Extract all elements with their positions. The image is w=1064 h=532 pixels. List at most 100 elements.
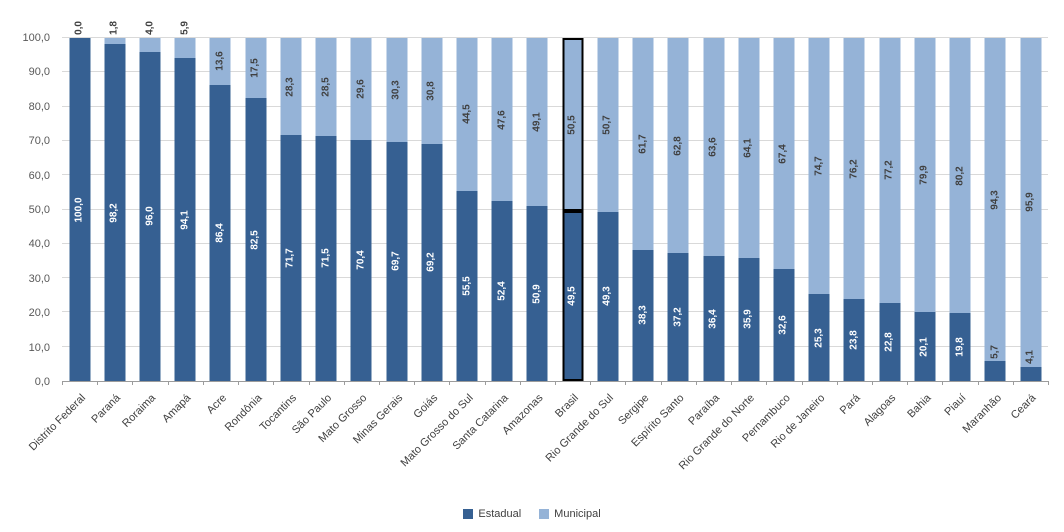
- bar-label-municipal: 64,1: [742, 138, 754, 158]
- bar-segment-estadual: 49,5: [562, 211, 584, 381]
- gridline: [62, 37, 1048, 38]
- x-axis-tick: [519, 381, 521, 385]
- plot-area: 100,0 0,0 98,2 1,8 96,0 4,0 94,1 5,9 86,4 13,6 82,…: [62, 21, 1049, 385]
- bar-segment-estadual: 20,1: [914, 312, 936, 381]
- bar-label-estadual: 4,1: [1024, 350, 1036, 364]
- bar-label-municipal: 94,3: [989, 190, 1001, 210]
- bar-segment-estadual: 71,5: [315, 135, 337, 381]
- x-axis-tick: [977, 381, 979, 385]
- bar-segment-municipal: 30,8: [421, 38, 443, 144]
- bar-label-estadual: 100,0: [73, 196, 85, 223]
- bar-column-parana: 98,2 1,8: [97, 21, 132, 381]
- bar-brasil: 49,5 50,5: [562, 38, 584, 381]
- x-axis-tick: [238, 381, 240, 385]
- bar-segment-municipal: 64,1: [738, 38, 760, 258]
- bar-paraiba: 36,4 63,6: [703, 38, 725, 381]
- bar-segment-municipal: 1,8: [104, 21, 126, 45]
- bar-column-santa-catarina: 52,4 47,6: [485, 38, 520, 381]
- bar-santa-catarina: 52,4 47,6: [491, 38, 513, 381]
- x-axis-label-rondonia: Rondônia: [222, 392, 265, 434]
- y-axis-tick-label: 0,0: [34, 376, 50, 388]
- y-axis-tick-label: 60,0: [28, 169, 50, 182]
- x-axis-tick: [1012, 381, 1014, 385]
- bar-sao-paulo: 71,5 28,5: [315, 38, 337, 381]
- bar-column-pernambuco: 32,6 67,4: [766, 38, 801, 381]
- x-axis-label-distrito-federal: Distrito Federal: [26, 392, 89, 454]
- bar-column-alagoas: 22,8 77,2: [872, 38, 907, 381]
- bar-segment-estadual: 98,2: [104, 44, 126, 381]
- bar-column-minas-gerais: 69,7 30,3: [379, 38, 414, 381]
- bar-para: 23,8 76,2: [843, 38, 865, 381]
- bar-column-rondonia: 82,5 17,5: [238, 38, 273, 381]
- x-axis-label-goias: Goiás: [411, 392, 441, 421]
- bar-segment-municipal: 79,9: [914, 38, 936, 313]
- bar-label-estadual: 98,2: [108, 202, 120, 223]
- bar-segment-estadual: 5,7: [984, 345, 1006, 381]
- bar-segment-estadual: 96,0: [139, 51, 161, 381]
- bar-segment-municipal: 67,4: [773, 38, 795, 270]
- bar-label-estadual: 50,9: [531, 283, 543, 304]
- bar-label-estadual: 25,3: [813, 327, 825, 348]
- bar-column-rio-de-janeiro: 25,3 74,7: [802, 38, 837, 381]
- bar-label-estadual: 36,4: [707, 308, 719, 329]
- bar-label-estadual: 37,2: [672, 307, 684, 327]
- bar-label-municipal: 1,8: [108, 21, 120, 36]
- bar-column-bahia: 20,1 79,9: [907, 38, 942, 381]
- bar-column-sao-paulo: 71,5 28,5: [309, 38, 344, 381]
- bar-roraima: 96,0 4,0: [139, 21, 161, 381]
- gridline: [62, 71, 1048, 73]
- bar-amazonas: 50,9 49,1: [526, 38, 548, 381]
- bar-ceara: 4,1 95,9: [1020, 38, 1042, 381]
- x-axis-tick: [871, 381, 873, 385]
- bar-column-tocantins: 71,7 28,3: [273, 38, 308, 381]
- bar-segment-estadual: 94,1: [174, 58, 196, 381]
- bar-label-estadual: 23,8: [848, 330, 860, 350]
- bar-label-municipal: 49,1: [531, 112, 543, 132]
- x-axis-tick: [62, 381, 63, 385]
- x-axis-tick: [590, 381, 592, 385]
- bar-label-estadual: 94,1: [179, 209, 191, 230]
- bar-column-rio-grande-do-sul: 49,3 50,7: [590, 38, 625, 381]
- bar-label-municipal: 0,0: [73, 21, 85, 35]
- y-axis-tick-label: 100,0: [22, 32, 50, 44]
- bar-label-municipal: 17,5: [249, 58, 261, 78]
- y-axis-tick-label: 20,0: [28, 307, 50, 320]
- legend-label-municipal: Municipal: [554, 508, 601, 520]
- bar-segment-estadual: 70,4: [350, 139, 372, 381]
- bar-column-piaui: 19,8 80,2: [942, 38, 977, 381]
- y-axis: 0,0 10,0 20,0 30,0 40,0 50,0 60,0 70,0 80,0 90,0 1…: [0, 32, 56, 388]
- bar-rondonia: 82,5 17,5: [245, 38, 267, 381]
- x-axis-label-brasil: Brasil: [553, 392, 582, 420]
- bar-maranhao: 5,7 94,3: [984, 38, 1006, 381]
- bar-segment-municipal: 62,8: [667, 38, 689, 254]
- legend-item-municipal: Municipal: [539, 508, 601, 520]
- bar-label-estadual: 20,1: [918, 336, 930, 357]
- bar-segment-municipal: 76,2: [843, 38, 865, 300]
- x-axis-tick: [484, 381, 486, 385]
- gridline: [62, 139, 1048, 141]
- bar-label-estadual: 70,4: [355, 250, 367, 270]
- bar-segment-estadual: 69,7: [386, 141, 408, 381]
- bar-segment-municipal: 17,5: [245, 38, 267, 99]
- bar-alagoas: 22,8 77,2: [879, 38, 901, 381]
- bar-label-municipal: 5,9: [179, 21, 191, 36]
- bar-column-distrito-federal: 100,0 0,0: [62, 21, 97, 381]
- bar-label-municipal: 67,4: [777, 143, 789, 164]
- x-axis-tick: [836, 381, 838, 385]
- y-axis-tick-label: 90,0: [28, 66, 50, 79]
- bar-label-estadual: 19,8: [954, 337, 966, 357]
- bar-espirito-santo: 37,2 62,8: [667, 38, 689, 381]
- bar-segment-municipal: 77,2: [879, 38, 901, 303]
- bar-tocantins: 71,7 28,3: [280, 38, 302, 381]
- bar-segment-estadual: 36,4: [703, 256, 725, 381]
- bar-segment-estadual: 86,4: [209, 84, 231, 381]
- bar-segment-estadual: 22,8: [879, 302, 901, 381]
- bar-label-municipal: 79,9: [918, 165, 930, 185]
- bar-label-estadual: 35,9: [742, 309, 754, 330]
- bar-label-municipal: 47,6: [496, 109, 508, 130]
- bar-column-sergipe: 38,3 61,7: [626, 38, 661, 381]
- x-axis-tick: [414, 381, 416, 385]
- bar-label-municipal: 50,5: [566, 114, 578, 135]
- legend-label-estadual: Estadual: [478, 508, 522, 520]
- bar-label-estadual: 49,3: [601, 286, 613, 307]
